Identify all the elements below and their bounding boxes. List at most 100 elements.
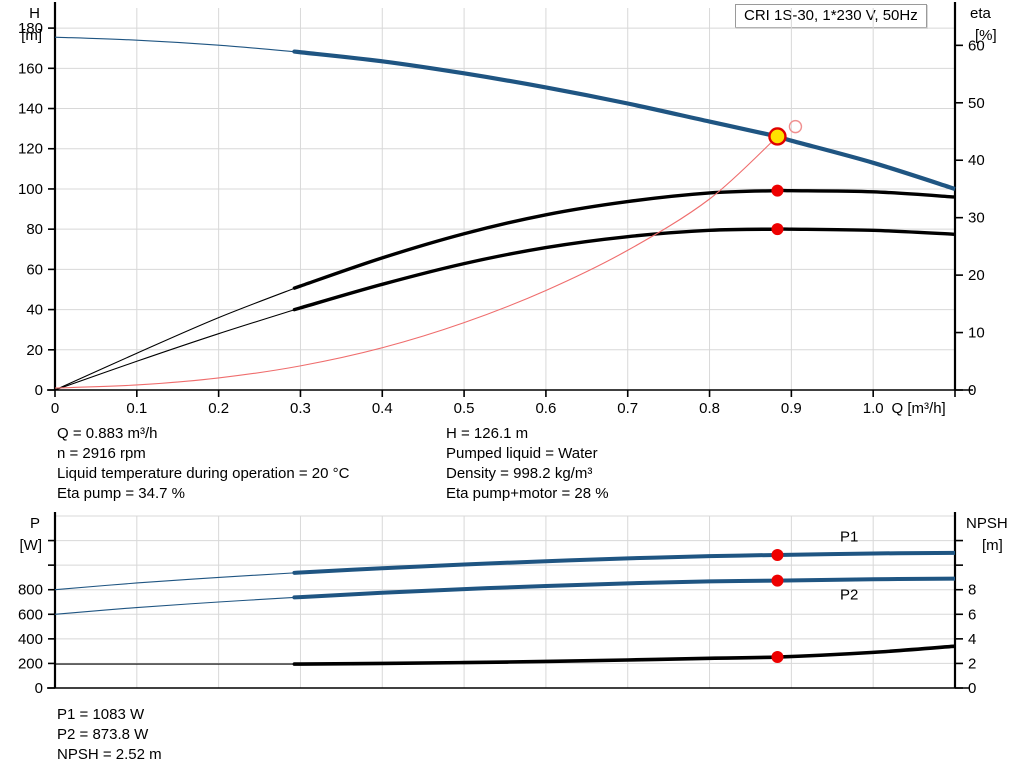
x-tick-label: 0	[51, 400, 59, 417]
x-tick-label: 0.1	[126, 400, 147, 417]
y-tick-label-left: 180	[18, 20, 43, 37]
y-tick-label-left: 600	[18, 606, 43, 623]
eta-pump-motor-point[interactable]	[771, 223, 784, 236]
y-tick-label-left: 400	[18, 631, 43, 648]
series-label-p1: P1	[840, 528, 858, 545]
grid-lines	[55, 8, 956, 390]
y-tick-label-left: 200	[18, 655, 43, 672]
readout-line: NPSH = 2.52 m	[57, 746, 162, 763]
y-tick-label-left: 100	[18, 181, 43, 198]
curves	[54, 36, 956, 391]
readout-line: Eta pump+motor = 28 %	[446, 485, 609, 502]
x-axis-ticks: 0 0.1 0.2 0.3 0.4 0.5 0.6 0.7 0.8 0.9 1.0 Q [m³/h]	[51, 390, 956, 417]
x-tick-label: 0.4	[372, 400, 393, 417]
readout-line: P2 = 873.8 W	[57, 726, 149, 743]
readout-line: Pumped liquid = Water	[446, 445, 598, 462]
x-tick-label: 0.2	[208, 400, 229, 417]
readout-line: H = 126.1 m	[446, 425, 529, 442]
curve-thin-eta-pump-curve	[54, 283, 307, 391]
y-axis-right-unit: [m]	[982, 537, 1003, 554]
y-tick-label-right: 8	[968, 582, 976, 599]
y-axis-left-ticks: 0 20 40 60 80 100 120 140 160 180	[18, 20, 55, 399]
y-axis-left-title: P	[30, 515, 40, 532]
curves	[54, 550, 956, 666]
pump-model-title: CRI 1S-30, 1*230 V, 50Hz	[735, 4, 927, 28]
x-tick-label: 0.3	[290, 400, 311, 417]
readout-line: P1 = 1083 W	[57, 706, 145, 723]
y-axis-right-ticks: 0 2 4 6 8	[955, 539, 976, 697]
npsh-operating-point[interactable]	[771, 651, 784, 664]
p2-operating-point[interactable]	[771, 574, 784, 587]
y-tick-label-left: 140	[18, 101, 43, 118]
grid-lines	[55, 515, 956, 688]
y-axis-right-unit: [%]	[975, 27, 997, 44]
series-label-p2: P2	[840, 586, 858, 603]
p1-operating-point[interactable]	[771, 548, 784, 561]
operating-point[interactable]	[768, 127, 787, 146]
curve-p1	[292, 550, 956, 575]
eta-pump-point[interactable]	[771, 184, 784, 197]
y-axis-left-title: H	[29, 5, 40, 22]
markers	[768, 119, 803, 236]
x-tick-label: 0.5	[454, 400, 475, 417]
y-tick-label-left: 0	[35, 382, 43, 399]
y-axis-left-unit: [m]	[21, 27, 42, 44]
readout-line: Q = 0.883 m³/h	[57, 425, 158, 442]
curve-thin-h-head-curve	[54, 36, 307, 54]
readout-top-right: H = 126.1 m Pumped liquid = Water Densit…	[446, 424, 609, 504]
y-tick-label-right: 60	[968, 37, 985, 54]
readout-top-left: Q = 0.883 m³/h n = 2916 rpm Liquid tempe…	[57, 424, 349, 504]
head-eta-chart: 0 20 40 60 80 100 120 140 160 180 0 10 20 30 40 50 60 0 0.…	[18, 2, 997, 417]
y-tick-label-right: 4	[968, 631, 976, 648]
y-tick-label-left: 120	[18, 141, 43, 158]
y-tick-label-left: 20	[26, 342, 43, 359]
y-axis-left-unit: [W]	[20, 537, 43, 554]
duty-target-point[interactable]	[788, 119, 803, 134]
x-tick-label: 0.7	[617, 400, 638, 417]
curve-p1-thin	[54, 571, 307, 591]
y-tick-label-left: 160	[18, 60, 43, 77]
y-tick-label-right: 2	[968, 655, 976, 672]
curve-eta-pump-curve	[292, 188, 956, 290]
y-tick-label-left: 60	[26, 261, 43, 278]
x-axis-title: Q [m³/h]	[892, 400, 946, 417]
readout-line: n = 2916 rpm	[57, 445, 146, 462]
y-axis-right-ticks: 0 10 20 30 40 50 60	[955, 37, 985, 399]
power-npsh-chart: 0 200 400 600 800 0 2 4 6 8 P [W] NPSH [m] P1 P2	[0, 508, 1024, 703]
y-tick-label-left: 40	[26, 302, 43, 319]
y-tick-label-right: 50	[968, 95, 985, 112]
x-tick-label: 1.0	[863, 400, 884, 417]
x-tick-label: 0.6	[535, 400, 556, 417]
y-tick-label-right: 0	[968, 382, 976, 399]
y-tick-label-left: 800	[18, 582, 43, 599]
y-tick-label-left: 80	[26, 221, 43, 238]
y-tick-label-right: 20	[968, 267, 985, 284]
readout-bottom: P1 = 1083 W P2 = 873.8 W NPSH = 2.52 m	[57, 705, 162, 765]
curve-h-head-curve	[292, 49, 956, 191]
markers	[771, 548, 784, 664]
y-axis-left-ticks: 0 200 400 600 800	[18, 539, 55, 697]
pump-model-label: CRI 1S-30, 1*230 V, 50Hz	[744, 7, 918, 24]
readout-line: Eta pump = 34.7 %	[57, 485, 185, 502]
y-tick-label-right: 40	[968, 152, 985, 169]
x-tick-label: 0.9	[781, 400, 802, 417]
head-eta-chart-svg: 0 20 40 60 80 100 120 140 160 180 0 10 20 30 40 50 60 0 0.…	[18, 2, 997, 417]
curve-duty-system-curve	[54, 136, 778, 389]
curve-p2-thin	[54, 596, 307, 615]
curve-thin-eta-pump-motor-curve	[54, 305, 307, 391]
y-tick-label-right: 6	[968, 606, 976, 623]
readout-line: Density = 998.2 kg/m³	[446, 465, 593, 482]
y-axis-right-title: NPSH	[966, 515, 1008, 532]
x-tick-label: 0.8	[699, 400, 720, 417]
curve-eta-pump-motor-curve	[292, 227, 956, 312]
y-tick-label-right: 10	[968, 325, 985, 342]
readout-line: Liquid temperature during operation = 20…	[57, 465, 350, 482]
curve-npsh	[292, 644, 956, 666]
y-tick-label-right: 30	[968, 210, 985, 227]
curve-p2	[292, 576, 956, 600]
power-npsh-chart-svg: 0 200 400 600 800 0 2 4 6 8 P [W] NPSH [m] P1 P2	[18, 512, 1008, 697]
y-tick-label-right: 0	[968, 680, 976, 697]
y-axis-right-title: eta	[970, 5, 992, 22]
y-tick-label-left: 0	[35, 680, 43, 697]
